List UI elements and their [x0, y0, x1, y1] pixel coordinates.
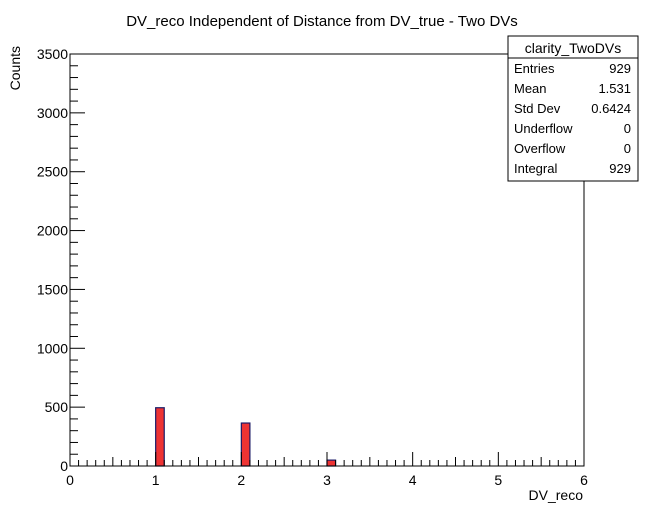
x-tick-label: 1: [152, 472, 160, 488]
chart-title: DV_reco Independent of Distance from DV_…: [126, 13, 518, 30]
plot-frame: [69, 53, 585, 467]
stats-row-value: 0: [624, 141, 631, 156]
histogram-bar-2: [240, 422, 251, 467]
y-tick-label: 1000: [37, 340, 68, 356]
y-axis-label: Counts: [7, 46, 23, 90]
histogram-bar-1: [155, 407, 165, 467]
x-tick-label: 2: [237, 472, 245, 488]
histogram-bar-3: [326, 459, 337, 467]
stats-row-label: Underflow: [514, 121, 573, 136]
x-tick-label: 3: [323, 472, 331, 488]
x-tick-label: 6: [580, 472, 588, 488]
stats-row-value: 1.531: [598, 81, 631, 96]
y-tick-label: 0: [60, 458, 68, 474]
x-axis-label: DV_reco: [529, 487, 584, 503]
stats-row-value: 0: [624, 121, 631, 136]
stats-row-value: 929: [609, 161, 631, 176]
bars-layer: [155, 407, 337, 467]
y-tick-label: 2000: [37, 223, 68, 239]
stats-row-label: Std Dev: [514, 101, 561, 116]
stats-row-label: Overflow: [514, 141, 566, 156]
y-tick-label: 2500: [37, 164, 68, 180]
y-tick-label: 1500: [37, 281, 68, 297]
stats-row-value: 929: [609, 61, 631, 76]
x-tick-label: 4: [409, 472, 417, 488]
stats-row-value: 0.6424: [591, 101, 631, 116]
stats-box-frame: [507, 35, 639, 182]
stats-box-title: clarity_TwoDVs: [525, 40, 621, 56]
stats-rows: Entries 929 Mean 1.531 Std Dev 0.6424 Underflo…: [514, 61, 631, 176]
y-tick-label: 3000: [37, 105, 68, 121]
stats-row-label: Entries: [514, 61, 555, 76]
stats-box: clarity_TwoDVs Entries 929 Mean 1.531 Std De…: [507, 35, 639, 182]
y-tick-label: 500: [45, 399, 69, 415]
stats-row-label: Integral: [514, 161, 557, 176]
x-tick-label: 5: [494, 472, 502, 488]
x-tick-label: 0: [66, 472, 74, 488]
ticks-layer: 0 1 2 3 4 5 6 0 500 1000 1500 2000 2500 3000 3500: [37, 46, 588, 488]
stats-row-label: Mean: [514, 81, 547, 96]
y-tick-label: 3500: [37, 46, 68, 62]
